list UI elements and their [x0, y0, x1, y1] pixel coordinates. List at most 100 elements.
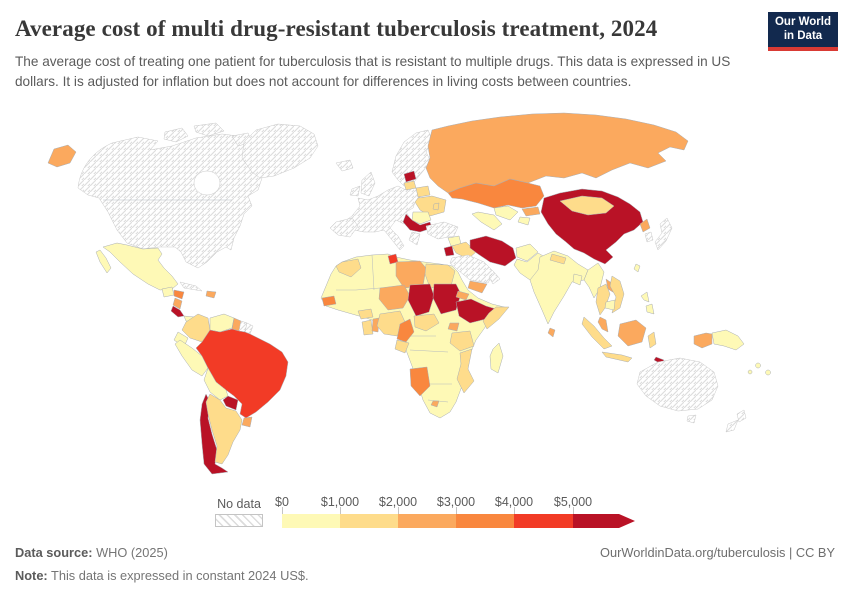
- country-mexico-baja[interactable]: [95, 249, 112, 274]
- country-turkmenistan[interactable]: [471, 211, 503, 231]
- country-niger[interactable]: [378, 284, 411, 311]
- country-burkina-faso[interactable]: [357, 308, 374, 320]
- country-moldova[interactable]: [432, 202, 440, 211]
- country-cameroon[interactable]: [396, 318, 415, 343]
- country-taiwan[interactable]: [633, 263, 641, 273]
- legend-bin-1[interactable]: [340, 514, 398, 528]
- country-sulawesi[interactable]: [647, 331, 657, 349]
- country-gabon-congo[interactable]: [394, 339, 410, 354]
- owid-logo[interactable]: Our World in Data: [768, 12, 838, 51]
- country-scandinavia[interactable]: [391, 129, 433, 187]
- legend-bin-4[interactable]: [514, 514, 573, 528]
- no-data-label: No data: [217, 497, 261, 511]
- country-tajikistan[interactable]: [517, 216, 531, 226]
- country-uruguay[interactable]: [241, 416, 253, 428]
- country-west-papua[interactable]: [693, 332, 713, 349]
- country-south-korea[interactable]: [644, 231, 654, 243]
- country-china[interactable]: [540, 188, 644, 265]
- country-nepal[interactable]: [549, 253, 567, 265]
- country-russia[interactable]: [425, 112, 689, 194]
- country-tanzania[interactable]: [449, 330, 475, 352]
- country-saudi-arabia[interactable]: [449, 254, 495, 284]
- legend-bin-0[interactable]: [282, 514, 340, 528]
- country-uganda[interactable]: [447, 322, 460, 332]
- country-latvia[interactable]: [403, 170, 417, 183]
- country-costa-rica[interactable]: [170, 305, 185, 318]
- country-peru[interactable]: [174, 339, 209, 377]
- country-honduras[interactable]: [173, 289, 185, 300]
- country-bangladesh[interactable]: [572, 273, 583, 286]
- country-mongolia[interactable]: [559, 195, 615, 216]
- country-iran[interactable]: [469, 235, 517, 267]
- country-sumatra[interactable]: [581, 316, 613, 350]
- country-argentina[interactable]: [205, 393, 243, 465]
- legend-bin-2[interactable]: [398, 514, 456, 528]
- country-yemen[interactable]: [467, 280, 488, 294]
- country-mozambique[interactable]: [456, 348, 475, 394]
- country-sri-lanka[interactable]: [547, 327, 556, 338]
- country-philippines-south[interactable]: [645, 303, 655, 315]
- country-australia[interactable]: [636, 357, 719, 412]
- country-malaysia[interactable]: [597, 316, 609, 333]
- owid-link[interactable]: OurWorldinData.org/tuberculosis | CC BY: [600, 545, 835, 560]
- country-cuba[interactable]: [179, 281, 203, 292]
- country-paraguay[interactable]: [222, 395, 239, 411]
- country-greenland[interactable]: [241, 123, 319, 179]
- country-morocco[interactable]: [335, 258, 362, 278]
- country-turkey[interactable]: [425, 221, 459, 240]
- country-uzbekistan[interactable]: [493, 205, 519, 221]
- country-guatemala[interactable]: [161, 286, 175, 298]
- country-belarus[interactable]: [415, 185, 431, 198]
- country-cambodia[interactable]: [604, 299, 616, 311]
- country-philippines-north[interactable]: [640, 291, 650, 303]
- country-hispaniola[interactable]: [205, 290, 217, 299]
- country-western-europe[interactable]: [340, 185, 421, 251]
- country-madagascar[interactable]: [489, 342, 504, 374]
- country-jordan[interactable]: [443, 245, 455, 257]
- country-new-zealand-north[interactable]: [736, 409, 747, 423]
- country-lesotho[interactable]: [430, 400, 440, 408]
- country-kazakhstan[interactable]: [447, 178, 545, 209]
- chart-subtitle: The average cost of treating one patient…: [15, 54, 731, 89]
- country-mexico[interactable]: [102, 242, 179, 291]
- country-romania[interactable]: [411, 211, 432, 225]
- country-afghanistan[interactable]: [515, 243, 539, 262]
- country-vietnam[interactable]: [609, 275, 625, 314]
- country-ghana[interactable]: [361, 319, 374, 336]
- country-ukraine[interactable]: [414, 195, 447, 217]
- country-bolivia[interactable]: [203, 367, 229, 401]
- country-kyrgyzstan[interactable]: [521, 206, 541, 217]
- country-japan[interactable]: [654, 217, 673, 251]
- country-iberia[interactable]: [329, 217, 359, 238]
- country-chile[interactable]: [199, 393, 229, 475]
- country-sudan[interactable]: [432, 283, 462, 315]
- country-chad[interactable]: [407, 283, 435, 317]
- country-russia-far-east[interactable]: [47, 144, 77, 168]
- country-senegal[interactable]: [321, 295, 337, 307]
- no-data-swatch[interactable]: [215, 514, 263, 527]
- country-oman[interactable]: [488, 271, 501, 285]
- country-tasmania[interactable]: [686, 414, 697, 424]
- country-benin-togo[interactable]: [371, 317, 380, 333]
- country-namibia[interactable]: [409, 366, 431, 397]
- country-canada-usa[interactable]: [77, 133, 271, 269]
- country-thailand[interactable]: [595, 283, 611, 316]
- country-ireland[interactable]: [349, 185, 361, 197]
- country-nicaragua[interactable]: [172, 297, 183, 310]
- country-iceland[interactable]: [335, 159, 354, 172]
- legend-tick-label-0: $0: [275, 495, 289, 509]
- legend-bin-5[interactable]: [573, 514, 619, 528]
- country-uk[interactable]: [360, 171, 376, 197]
- country-papua-new-guinea[interactable]: [711, 329, 745, 351]
- country-java[interactable]: [601, 351, 633, 363]
- country-central-african-republic[interactable]: [413, 313, 440, 332]
- country-nigeria[interactable]: [376, 310, 406, 337]
- country-somalia[interactable]: [482, 306, 510, 330]
- country-india[interactable]: [529, 250, 589, 325]
- legend-bin-3[interactable]: [456, 514, 514, 528]
- country-greece[interactable]: [408, 231, 421, 246]
- country-north-korea[interactable]: [639, 218, 651, 233]
- country-new-zealand-south[interactable]: [725, 419, 739, 433]
- country-borneo[interactable]: [617, 319, 647, 347]
- country-pacific-islands[interactable]: [747, 362, 771, 376]
